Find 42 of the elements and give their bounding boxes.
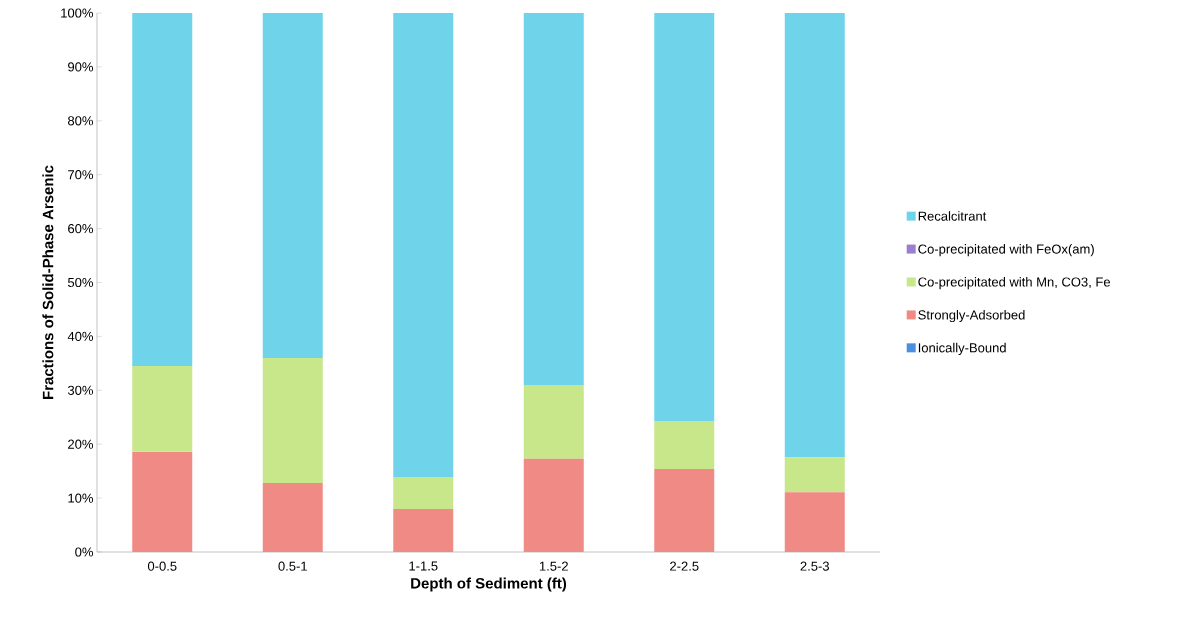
bar [523, 13, 584, 385]
bar [523, 458, 584, 552]
x-tick-label: 2.5-3 [800, 561, 829, 571]
y-tick-label: 30% [67, 385, 94, 395]
y-tick-label: 90% [68, 62, 94, 72]
x-tick-label: 1.5-2 [539, 561, 568, 571]
bar [654, 469, 715, 552]
y-tick-label: 70% [68, 170, 94, 180]
y-tick-label: 20% [68, 439, 94, 449]
y-tick-label: 50% [67, 277, 94, 288]
y-axis-title: Fractions of Solid-Phase Arsenic [42, 165, 54, 400]
bar [523, 384, 584, 459]
y-tick-label: 0% [75, 547, 94, 557]
y-tick-label: 10% [68, 493, 94, 503]
legend-label: Ionically-Bound [918, 342, 1006, 355]
legend-label: Co-precipitated with Mn, CO3, Fe [918, 277, 1110, 290]
bar [393, 477, 454, 509]
x-tick-label: 2-2.5 [670, 561, 699, 571]
legend-label: Co-precipitated with FeOx(am) [918, 244, 1094, 257]
x-tick-label: 0.5-1 [278, 561, 307, 571]
bar [262, 13, 323, 358]
bar [393, 508, 454, 552]
legend-label: Recalcitrant [918, 211, 987, 221]
y-tick-label: 100% [61, 8, 94, 18]
y-tick-label: 80% [68, 116, 94, 126]
bar [654, 421, 715, 469]
x-axis-title: Depth of Sediment (ft) [411, 577, 567, 592]
x-tick-label: 0-0.5 [147, 561, 177, 571]
y-tick-label: 40% [67, 331, 94, 341]
bar [784, 492, 845, 552]
x-tick-label: 1-1.5 [409, 561, 438, 571]
bar [132, 451, 193, 552]
bar [132, 13, 193, 367]
bar [262, 483, 323, 552]
bar [784, 457, 845, 493]
legend-label: Strongly-Adsorbed [918, 309, 1025, 323]
y-tick-label: 60% [68, 223, 94, 234]
bar [132, 366, 193, 452]
bar [262, 357, 323, 484]
bar [784, 13, 845, 458]
bar [393, 13, 454, 478]
bar [654, 13, 715, 422]
